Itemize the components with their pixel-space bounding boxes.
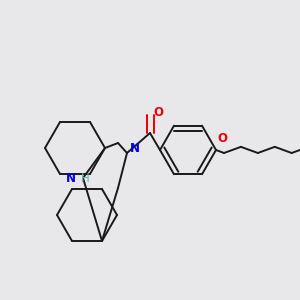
Text: H: H: [81, 172, 90, 185]
Text: N: N: [66, 172, 76, 185]
Text: N: N: [130, 142, 140, 155]
Text: O: O: [217, 132, 227, 145]
Text: O: O: [153, 106, 163, 119]
